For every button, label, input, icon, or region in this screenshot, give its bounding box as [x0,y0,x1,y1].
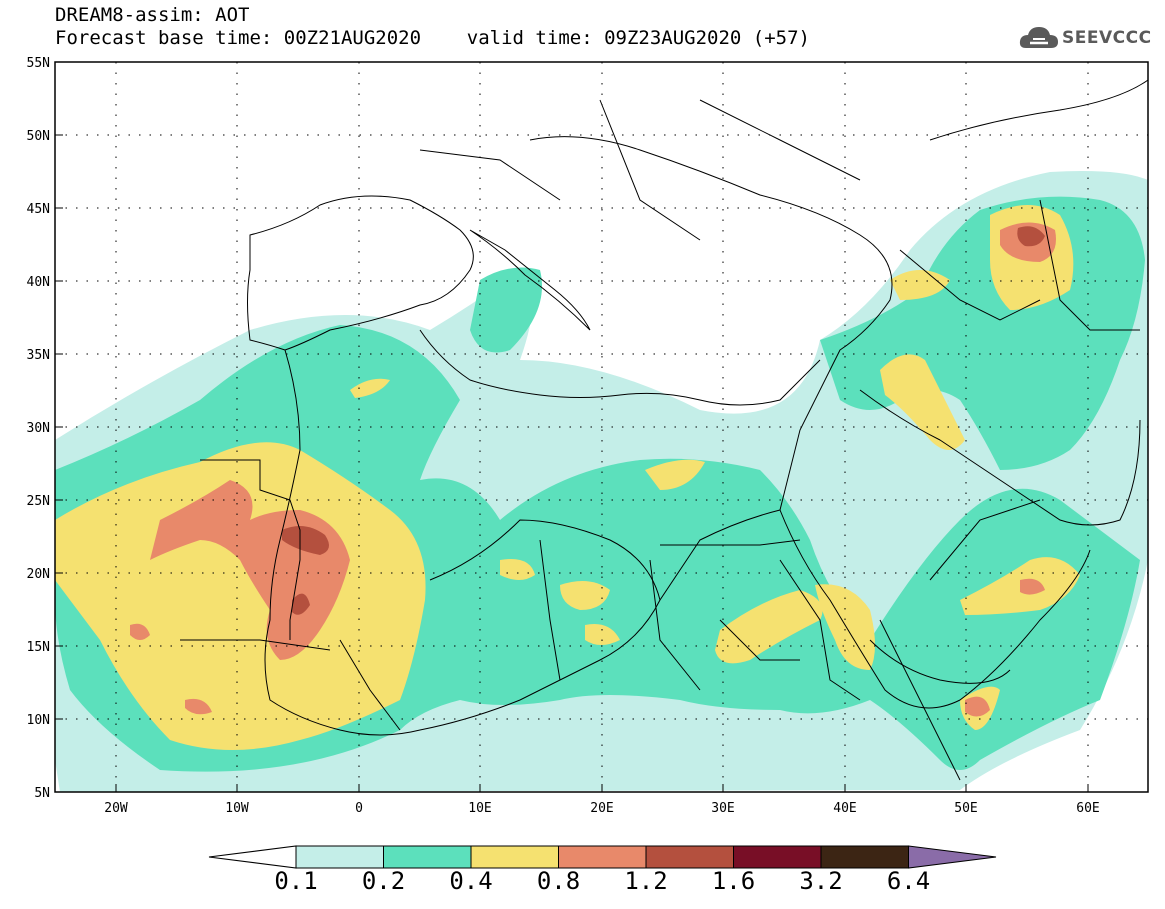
lon-label-10e: 10E [468,801,491,816]
lon-label-10w: 10W [225,801,249,816]
aot-field [55,62,1148,792]
colorbar-label-0-8: 0.8 [536,867,581,895]
colorbar-label-6-4: 6.4 [886,867,931,895]
colorbar-label-3-2: 3.2 [799,867,843,895]
lon-label-30e: 30E [711,801,734,816]
seevccc-logo: SEEVCCC [1018,22,1158,56]
lat-label-20n: 20N [27,567,50,582]
colorbar-segment [558,845,647,869]
lat-label-10n: 10N [27,713,50,728]
lat-label-30n: 30N [27,421,50,436]
cloud-icon [1019,27,1058,48]
colorbar-label-0-1: 0.1 [274,867,318,895]
colorbar-segment [820,845,909,869]
colorbar-arrow-high [908,845,997,869]
lon-label-50e: 50E [954,801,977,816]
colorbar-label-0-2: 0.2 [361,867,406,895]
lat-label-40n: 40N [27,275,50,290]
colorbar-segment [645,845,734,869]
colorbar-segment [733,845,822,869]
lat-label-5n: 5N [34,786,50,801]
lat-label-35n: 35N [27,348,50,363]
lat-label-55n: 55N [27,56,50,71]
forecast-times: Forecast base time: 00Z21AUG2020 valid t… [55,27,810,49]
colorbar-arrow-low [208,845,297,869]
chart-title: DREAM8-assim: AOT [55,4,250,26]
colorbar-segment [383,845,472,869]
colorbar [208,845,997,869]
lon-label-0: 0 [355,801,363,816]
axis-ticks [55,61,1089,792]
colorbar-label-1-2: 1.2 [624,867,668,895]
lon-label-60e: 60E [1076,801,1099,816]
colorbar-label-1-6: 1.6 [711,867,756,895]
lat-label-45n: 45N [27,202,50,217]
lon-label-20w: 20W [104,801,128,816]
colorbar-segment [295,845,384,869]
graticule [55,62,1148,792]
lon-label-40e: 40E [833,801,856,816]
colorbar-segment [470,845,559,869]
lat-label-15n: 15N [27,640,50,655]
lat-label-25n: 25N [27,494,50,509]
lat-label-50n: 50N [27,129,50,144]
logo-text: SEEVCCC [1062,28,1152,48]
colorbar-label-0-4: 0.4 [449,867,493,895]
lon-label-20e: 20E [590,801,613,816]
